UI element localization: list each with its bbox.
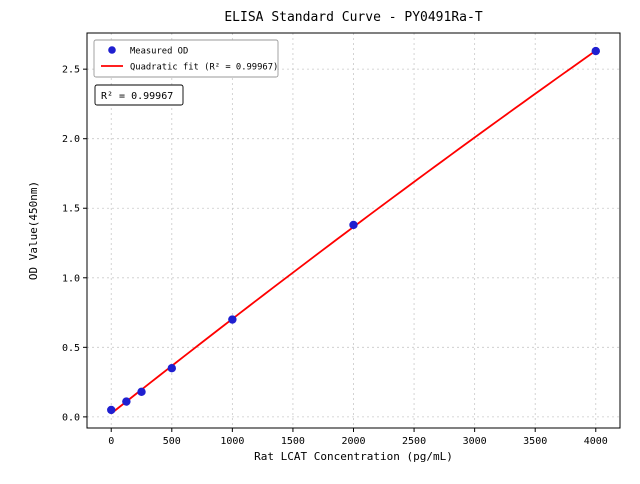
annotation-text: R² = 0.99967 bbox=[101, 91, 173, 102]
measured-od-point bbox=[349, 220, 358, 230]
x-tick-label: 1000 bbox=[220, 436, 244, 447]
legend-label-fit: Quadratic fit (R² = 0.99967) bbox=[130, 63, 278, 73]
legend-marker-dot bbox=[108, 46, 116, 54]
measured-od-point bbox=[167, 363, 176, 373]
legend-label-measured: Measured OD bbox=[130, 47, 188, 57]
y-tick-label: 2.5 bbox=[62, 65, 80, 76]
measured-od-point bbox=[137, 387, 146, 397]
x-tick-label: 1500 bbox=[281, 436, 305, 447]
legend-box bbox=[93, 39, 279, 78]
x-tick-label: 2000 bbox=[341, 436, 365, 447]
x-tick-label: 3500 bbox=[523, 436, 547, 447]
x-tick-label: 3000 bbox=[463, 436, 487, 447]
chart-title: ELISA Standard Curve - PY0491Ra-T bbox=[224, 10, 482, 25]
y-tick-label: 2.0 bbox=[62, 134, 80, 145]
y-tick-label: 1.5 bbox=[62, 204, 80, 215]
y-axis-label: OD Value(450nm) bbox=[27, 181, 40, 280]
measured-od-point bbox=[228, 315, 237, 324]
y-tick-label: 0.0 bbox=[62, 412, 80, 423]
x-tick-label: 500 bbox=[163, 436, 181, 447]
y-tick-label: 0.5 bbox=[62, 343, 80, 354]
r-squared-annotation: R² = 0.99967 bbox=[94, 84, 184, 106]
x-axis-label: Rat LCAT Concentration (pg/mL) bbox=[254, 450, 453, 463]
legend: Measured OD Quadratic fit (R² = 0.99967) bbox=[93, 39, 279, 78]
x-tick-label: 2500 bbox=[402, 436, 426, 447]
x-tick-label: 4000 bbox=[584, 436, 608, 447]
measured-od-point bbox=[591, 46, 600, 56]
annotation-box bbox=[94, 84, 184, 106]
measured-od-point bbox=[122, 397, 131, 406]
measured-od-point bbox=[107, 405, 116, 415]
x-tick-label: 0 bbox=[108, 436, 114, 447]
y-tick-label: 1.0 bbox=[62, 273, 80, 284]
